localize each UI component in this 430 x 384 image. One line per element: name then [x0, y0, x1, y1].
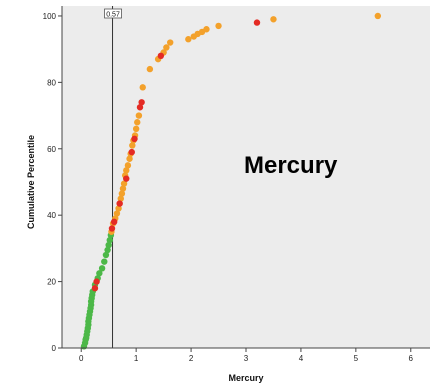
data-point-orange [163, 44, 170, 51]
data-point-green [102, 251, 110, 259]
x-tick-label: 2 [189, 354, 194, 363]
data-point-green [96, 270, 103, 277]
data-point-orange [146, 65, 154, 73]
y-axis-title: Cumulative Percentile [26, 135, 36, 229]
data-point-orange [120, 180, 128, 187]
data-point-orange [124, 162, 132, 169]
data-point-orange [185, 36, 192, 43]
data-point-green [105, 241, 112, 249]
x-tick-label: 0 [79, 354, 84, 363]
data-point-green [104, 246, 111, 254]
data-point-red [116, 200, 123, 207]
data-point-red [157, 52, 165, 60]
data-point-orange [167, 39, 174, 46]
data-point-group [80, 12, 382, 350]
x-tick-label: 4 [299, 354, 304, 363]
data-point-orange [115, 205, 122, 212]
data-point-orange [203, 26, 210, 33]
data-point-red [91, 285, 99, 292]
data-point-orange [132, 125, 140, 133]
data-point-green [98, 265, 106, 272]
x-tick-label: 5 [354, 354, 359, 363]
data-point-green [101, 258, 108, 265]
y-tick-label: 80 [47, 78, 56, 87]
data-point-orange [215, 22, 222, 30]
x-tick-label: 3 [244, 354, 249, 363]
y-tick-label: 40 [47, 211, 56, 220]
data-point-orange [117, 195, 124, 202]
x-tick-label: 6 [409, 354, 414, 363]
data-point-orange [118, 190, 126, 197]
data-point-orange [123, 167, 130, 174]
data-point-orange [129, 142, 136, 149]
data-point-green [106, 236, 113, 244]
y-tick-label: 60 [47, 145, 56, 154]
data-point-orange [270, 16, 277, 23]
data-point-red [128, 148, 135, 156]
data-point-orange [134, 119, 141, 126]
data-point-orange [119, 185, 127, 192]
data-point-red [108, 225, 116, 232]
reference-label-box [104, 8, 122, 19]
data-point-red [253, 19, 261, 26]
data-point-red [93, 278, 100, 285]
x-axis-title: Mercury [228, 373, 263, 383]
data-point-orange [374, 12, 382, 20]
data-point-red [138, 99, 145, 106]
data-point-red [136, 104, 144, 111]
data-point-orange [139, 84, 146, 91]
data-point-red [123, 175, 130, 182]
data-point-orange [135, 112, 143, 119]
reference-line-label: 0.57 [106, 12, 120, 19]
data-point-orange [126, 155, 133, 162]
data-point-red [110, 218, 118, 226]
x-tick-label: 1 [134, 354, 139, 363]
data-point-red [131, 135, 138, 143]
data-point-orange [113, 210, 121, 217]
reference-line-group: 0.57 [104, 6, 122, 348]
y-tick-label: 20 [47, 278, 56, 287]
y-tick-label: 0 [52, 344, 57, 353]
y-tick-label: 100 [43, 12, 57, 21]
series-overlay-label: Mercury [244, 152, 338, 179]
